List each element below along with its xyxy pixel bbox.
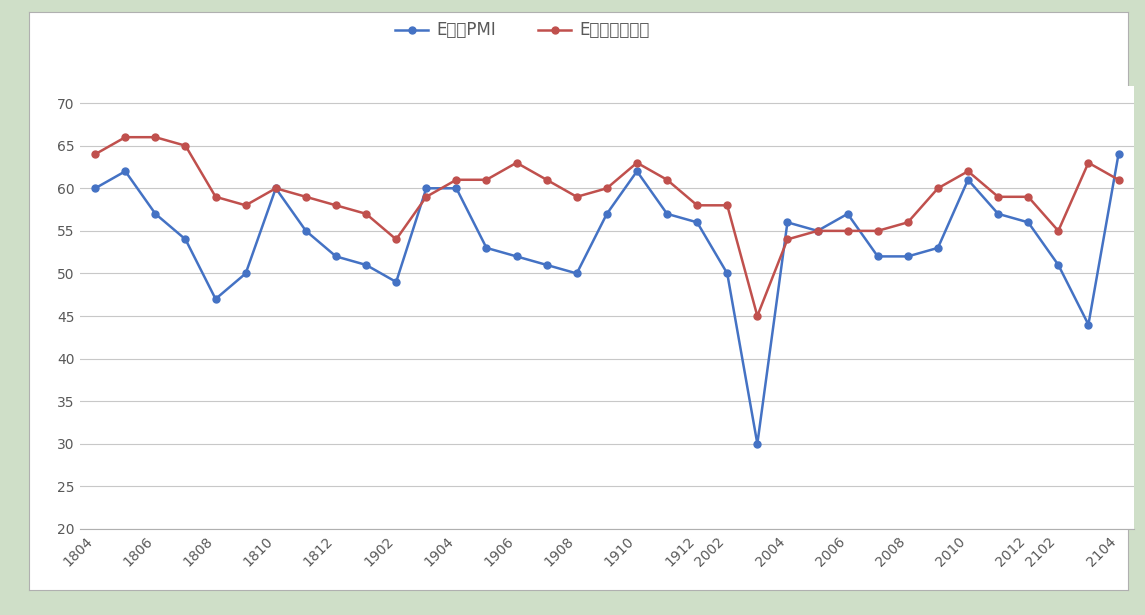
E全国PMI xyxy=(480,244,493,252)
E全国研发活动 xyxy=(389,236,403,243)
E全国PMI xyxy=(570,270,584,277)
E全国PMI xyxy=(389,278,403,285)
E全国PMI xyxy=(992,210,1005,218)
E全国PMI xyxy=(299,227,313,234)
E全国PMI xyxy=(630,167,643,175)
Line: E全国PMI: E全国PMI xyxy=(92,151,1122,447)
E全国PMI xyxy=(1112,151,1126,158)
E全国PMI xyxy=(510,253,523,260)
E全国PMI xyxy=(961,176,974,183)
E全国PMI xyxy=(811,227,824,234)
E全国研发活动 xyxy=(539,176,553,183)
E全国研发活动 xyxy=(720,202,734,209)
E全国PMI xyxy=(360,261,373,269)
E全国研发活动 xyxy=(750,312,764,320)
E全国研发活动 xyxy=(360,210,373,218)
E全国研发活动 xyxy=(901,219,915,226)
Legend: E全国PMI, E全国研发活动: E全国PMI, E全国研发活动 xyxy=(388,15,657,46)
E全国研发活动 xyxy=(450,176,464,183)
E全国PMI xyxy=(1082,321,1096,328)
E全国PMI xyxy=(901,253,915,260)
E全国研发活动 xyxy=(480,176,493,183)
E全国PMI xyxy=(208,295,222,303)
E全国研发活动 xyxy=(811,227,824,234)
E全国研发活动 xyxy=(961,167,974,175)
E全国研发活动 xyxy=(88,151,102,158)
E全国PMI xyxy=(419,184,433,192)
E全国研发活动 xyxy=(690,202,704,209)
E全国PMI xyxy=(269,184,283,192)
E全国PMI xyxy=(690,219,704,226)
E全国PMI xyxy=(840,210,854,218)
E全国研发活动 xyxy=(1051,227,1065,234)
E全国研发活动 xyxy=(149,133,163,141)
E全国PMI xyxy=(781,219,795,226)
E全国PMI xyxy=(149,210,163,218)
E全国研发活动 xyxy=(118,133,132,141)
E全国研发活动 xyxy=(570,193,584,200)
E全国PMI xyxy=(750,440,764,448)
E全国研发活动 xyxy=(871,227,885,234)
E全国研发活动 xyxy=(208,193,222,200)
E全国PMI xyxy=(118,167,132,175)
E全国研发活动 xyxy=(661,176,674,183)
E全国研发活动 xyxy=(781,236,795,243)
E全国研发活动 xyxy=(179,142,192,149)
E全国研发活动 xyxy=(931,184,945,192)
E全国PMI xyxy=(329,253,342,260)
E全国PMI xyxy=(600,210,614,218)
E全国研发活动 xyxy=(510,159,523,167)
E全国PMI xyxy=(931,244,945,252)
E全国PMI xyxy=(239,270,253,277)
E全国研发活动 xyxy=(269,184,283,192)
E全国PMI xyxy=(539,261,553,269)
E全国研发活动 xyxy=(239,202,253,209)
E全国研发活动 xyxy=(992,193,1005,200)
E全国PMI xyxy=(179,236,192,243)
E全国研发活动 xyxy=(1082,159,1096,167)
E全国研发活动 xyxy=(630,159,643,167)
E全国研发活动 xyxy=(419,193,433,200)
E全国PMI xyxy=(450,184,464,192)
E全国研发活动 xyxy=(840,227,854,234)
E全国研发活动 xyxy=(1021,193,1035,200)
E全国PMI xyxy=(1051,261,1065,269)
E全国PMI xyxy=(661,210,674,218)
E全国研发活动 xyxy=(1112,176,1126,183)
E全国研发活动 xyxy=(600,184,614,192)
E全国PMI xyxy=(1021,219,1035,226)
E全国PMI xyxy=(720,270,734,277)
E全国PMI xyxy=(88,184,102,192)
Line: E全国研发活动: E全国研发活动 xyxy=(92,133,1122,319)
E全国研发活动 xyxy=(329,202,342,209)
E全国研发活动 xyxy=(299,193,313,200)
E全国PMI xyxy=(871,253,885,260)
